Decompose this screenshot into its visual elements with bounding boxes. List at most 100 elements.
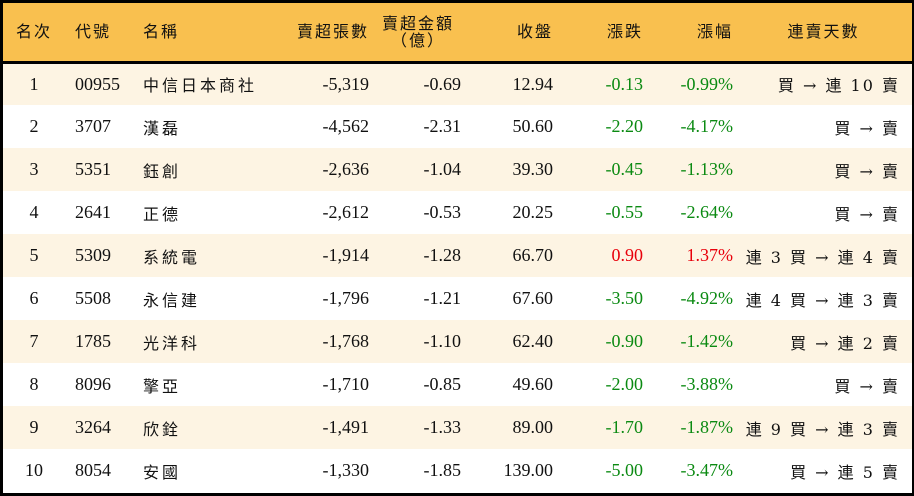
cell-name[interactable]: 漢磊 (143, 118, 182, 138)
cell-name[interactable]: 安國 (143, 462, 182, 482)
table-row: 7 1785 光洋科 -1,768 -1.10 62.40 -0.90 -1.4… (3, 320, 912, 363)
cell-change-pct: -3.47% (680, 460, 734, 480)
cell-change: -0.13 (605, 73, 644, 94)
cell-code[interactable]: 5351 (75, 159, 111, 179)
cell-rank: 9 (29, 417, 39, 437)
cell-change-pct: -1.13% (680, 159, 734, 179)
table-row: 1 00955 中信日本商社 -5,319 -0.69 12.94 -0.13 … (3, 62, 912, 105)
header-close[interactable]: 收盤 (461, 3, 553, 64)
cell-change: -3.50 (605, 288, 644, 308)
cell-close: 139.00 (503, 460, 554, 480)
table-row: 5 5309 系統電 -1,914 -1.28 66.70 0.90 1.37%… (3, 234, 912, 277)
cell-close: 66.70 (512, 245, 554, 265)
header-sell-volume[interactable]: 賣超張數 (265, 3, 369, 64)
cell-sell-volume: -1,768 (322, 331, 370, 351)
cell-code[interactable]: 3707 (75, 116, 111, 136)
cell-streak: 連 3 買 → 連 4 賣 (745, 247, 900, 267)
cell-streak: 連 4 買 → 連 3 賣 (745, 290, 900, 310)
table-row: 3 5351 鈺創 -2,636 -1.04 39.30 -0.45 -1.13… (3, 148, 912, 191)
cell-change: -2.20 (605, 116, 644, 136)
cell-code[interactable]: 5309 (75, 245, 111, 265)
cell-code[interactable]: 8096 (75, 374, 111, 394)
cell-code[interactable]: 2641 (75, 202, 111, 222)
cell-change: -0.55 (605, 202, 644, 222)
cell-change: -0.90 (605, 331, 644, 351)
cell-change: -5.00 (605, 460, 644, 480)
cell-code[interactable]: 1785 (75, 331, 111, 351)
cell-name[interactable]: 光洋科 (143, 333, 201, 353)
cell-rank: 2 (29, 116, 39, 136)
cell-rank: 6 (29, 288, 39, 308)
cell-close: 20.25 (512, 202, 554, 222)
cell-name[interactable]: 正德 (143, 204, 182, 224)
cell-name[interactable]: 擎亞 (143, 376, 182, 396)
cell-streak: 買 → 連 2 賣 (790, 333, 900, 353)
cell-sell-amount: -1.85 (423, 460, 462, 480)
header-sell-amount[interactable]: 賣超金額 （億） (369, 3, 461, 64)
cell-close: 49.60 (512, 374, 554, 394)
cell-sell-volume: -5,319 (322, 73, 370, 94)
table-header: 名次 代號 名稱 賣超張數 賣超金額 （億） 收盤 漲跌 漲幅 連賣天數 (3, 3, 912, 64)
header-rank[interactable]: 名次 (3, 3, 65, 64)
header-sell-amount-line2: （億） (390, 30, 445, 50)
header-change-pct[interactable]: 漲幅 (643, 3, 735, 64)
cell-streak: 買 → 賣 (834, 161, 900, 181)
header-sell-amount-line1: 賣超金額 (381, 13, 454, 33)
cell-code[interactable]: 00955 (75, 73, 120, 94)
cell-change: -0.45 (605, 159, 644, 179)
header-streak[interactable]: 連賣天數 (735, 3, 912, 64)
table-row: 2 3707 漢磊 -4,562 -2.31 50.60 -2.20 -4.17… (3, 105, 912, 148)
cell-change-pct: -4.17% (680, 116, 734, 136)
header-name[interactable]: 名稱 (137, 3, 265, 64)
cell-streak: 買 → 賣 (834, 204, 900, 224)
cell-sell-amount: -0.53 (423, 202, 462, 222)
cell-name[interactable]: 系統電 (143, 247, 201, 267)
cell-rank: 8 (29, 374, 39, 394)
cell-sell-amount: -2.31 (423, 116, 462, 136)
cell-rank: 1 (29, 73, 39, 94)
cell-sell-volume: -1,491 (322, 417, 370, 437)
cell-change-pct: -3.88% (680, 374, 734, 394)
sell-ranking-table: 名次 代號 名稱 賣超張數 賣超金額 （億） 收盤 漲跌 漲幅 連賣天數 1 0… (3, 3, 912, 492)
cell-change: -1.70 (605, 417, 644, 437)
cell-close: 39.30 (512, 159, 554, 179)
cell-code[interactable]: 5508 (75, 288, 111, 308)
cell-change: -2.00 (605, 374, 644, 394)
cell-code[interactable]: 8054 (75, 460, 111, 480)
cell-sell-volume: -2,612 (322, 202, 370, 222)
table-row: 10 8054 安國 -1,330 -1.85 139.00 -5.00 -3.… (3, 449, 912, 492)
cell-name[interactable]: 中信日本商社 (143, 76, 258, 96)
cell-streak: 買 → 賣 (834, 118, 900, 138)
cell-rank: 7 (29, 331, 39, 351)
cell-change-pct: 1.37% (686, 245, 734, 265)
cell-close: 62.40 (512, 331, 554, 351)
header-change[interactable]: 漲跌 (553, 3, 643, 64)
table-row: 4 2641 正德 -2,612 -0.53 20.25 -0.55 -2.64… (3, 191, 912, 234)
header-row: 名次 代號 名稱 賣超張數 賣超金額 （億） 收盤 漲跌 漲幅 連賣天數 (3, 3, 912, 64)
cell-rank: 5 (29, 245, 39, 265)
cell-name[interactable]: 永信建 (143, 290, 201, 310)
cell-sell-volume: -1,796 (322, 288, 370, 308)
cell-sell-amount: -1.10 (423, 331, 462, 351)
cell-sell-volume: -4,562 (322, 116, 370, 136)
cell-code[interactable]: 3264 (75, 417, 111, 437)
cell-streak: 買 → 連 10 賣 (777, 76, 900, 96)
header-code[interactable]: 代號 (65, 3, 137, 64)
cell-name[interactable]: 欣銓 (143, 419, 182, 439)
cell-sell-volume: -2,636 (322, 159, 370, 179)
cell-sell-volume: -1,914 (322, 245, 370, 265)
cell-rank: 4 (29, 202, 39, 222)
cell-change-pct: -0.99% (680, 73, 734, 94)
cell-name[interactable]: 鈺創 (143, 161, 182, 181)
cell-change-pct: -1.42% (680, 331, 734, 351)
cell-sell-amount: -1.28 (423, 245, 462, 265)
cell-sell-amount: -1.04 (423, 159, 462, 179)
cell-change-pct: -1.87% (680, 417, 734, 437)
cell-close: 67.60 (512, 288, 554, 308)
cell-streak: 買 → 賣 (834, 376, 900, 396)
cell-rank: 3 (29, 159, 39, 179)
cell-sell-volume: -1,710 (322, 374, 370, 394)
table-row: 6 5508 永信建 -1,796 -1.21 67.60 -3.50 -4.9… (3, 277, 912, 320)
cell-sell-amount: -0.85 (423, 374, 462, 394)
